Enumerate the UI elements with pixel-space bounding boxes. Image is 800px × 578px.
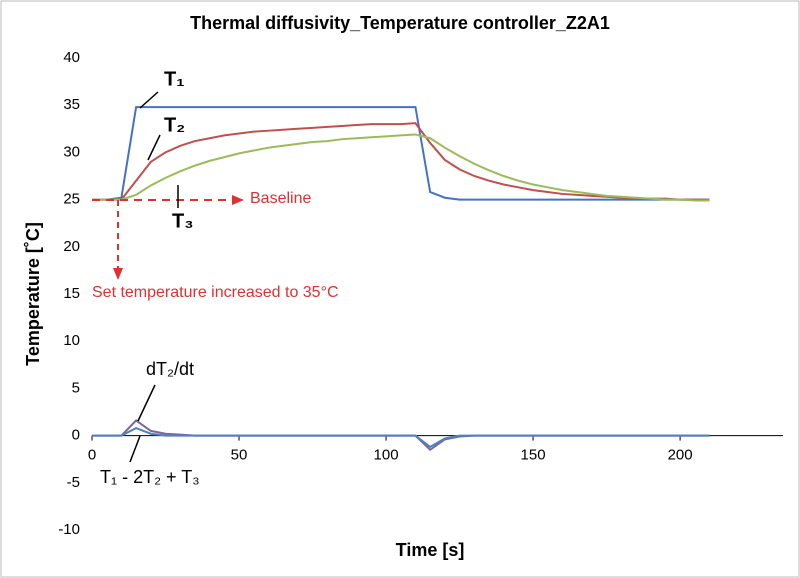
plot-area: -10 -5 0 5 10 15 20 25 30 35 40 0 50 100 150 200 bbox=[58, 49, 783, 538]
y-tick-label: -10 bbox=[58, 521, 80, 538]
series-line bbox=[92, 133, 710, 202]
y-tick-label: -5 bbox=[67, 474, 80, 491]
series-line bbox=[92, 106, 710, 201]
arrow-head bbox=[113, 268, 123, 280]
annotation: Set temperature increased to 35°C bbox=[92, 284, 339, 301]
annotations: Baseline Set temperature increased to 35… bbox=[92, 68, 339, 487]
y-tick-label: 10 bbox=[63, 332, 80, 349]
series-label: T₁ - 2T₂ + T₃ bbox=[100, 467, 200, 487]
y-tick-label: 20 bbox=[63, 238, 80, 255]
y-axis-label: Temperature [˚C] bbox=[23, 222, 43, 366]
x-tick-label: 100 bbox=[374, 447, 399, 464]
x-tick-label: 150 bbox=[521, 447, 546, 464]
leader bbox=[147, 134, 161, 161]
y-tick-label: 5 bbox=[72, 379, 80, 396]
series-label: T₃ bbox=[172, 210, 193, 232]
series-label: T₂ bbox=[164, 114, 185, 136]
y-tick-label: 30 bbox=[63, 143, 80, 160]
y-tick-label: 0 bbox=[72, 427, 80, 444]
y-tick-label: 25 bbox=[63, 191, 80, 208]
annotation: Baseline bbox=[250, 190, 311, 207]
x-tick-label: 200 bbox=[668, 447, 693, 464]
series-label: T₁ bbox=[164, 68, 185, 90]
x-tick-label: 0 bbox=[88, 447, 96, 464]
series-line bbox=[92, 426, 710, 449]
y-tick-label: 35 bbox=[63, 96, 80, 113]
x-tick-label: 50 bbox=[231, 447, 248, 464]
y-tick-label: 15 bbox=[63, 285, 80, 302]
leader bbox=[129, 435, 141, 463]
series-label: dT₂/dt bbox=[146, 359, 194, 379]
chart-title: Thermal diffusivity_Temperature controll… bbox=[190, 13, 610, 33]
x-axis-label: Time [s] bbox=[396, 540, 465, 560]
y-tick-label: 40 bbox=[63, 49, 80, 66]
leader bbox=[139, 91, 159, 109]
leader bbox=[137, 384, 156, 422]
arrow-head bbox=[232, 195, 244, 205]
